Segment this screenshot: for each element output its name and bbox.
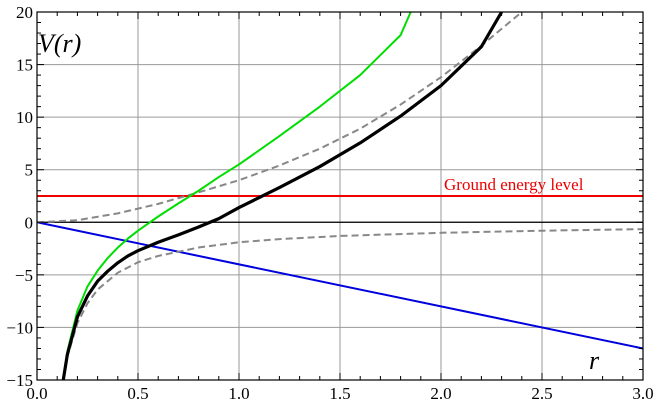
x-tick-label-4: 2.0	[430, 384, 451, 403]
y-tick-label-2: −5	[15, 266, 33, 285]
series-dashed-lower	[62, 228, 644, 381]
x-tick-label-0: 0.0	[26, 384, 47, 403]
y-tick-label-3: 0	[25, 213, 34, 232]
y-tick-label-1: −10	[6, 318, 33, 337]
x-tick-label-3: 1.5	[329, 384, 350, 403]
x-tick-label-5: 2.5	[531, 384, 552, 403]
x-tick-label-1: 0.5	[127, 384, 148, 403]
x-tick-label-2: 1.0	[228, 384, 249, 403]
y-tick-label-0: −15	[6, 371, 33, 390]
series-green	[62, 11, 412, 381]
x-axis-title: r	[589, 346, 600, 375]
x-tick-label-6: 3.0	[632, 384, 653, 403]
y-axis-title: V(r)	[38, 29, 81, 58]
tick-labels: 0.0 0.5 1.0 1.5 2.0 2.5 3.0 −15 −10 −5 0 5 10 15 20	[6, 3, 653, 403]
y-tick-label-6: 15	[16, 56, 33, 75]
series-total	[61, 11, 503, 381]
series-blue	[36, 221, 644, 350]
annotation-ground-energy-level: Ground energy level	[444, 175, 584, 194]
series-dashed-upper	[36, 11, 523, 224]
annotations: Ground energy level	[444, 175, 584, 194]
series-lines	[36, 11, 644, 381]
y-tick-label-5: 10	[16, 108, 33, 127]
y-tick-label-4: 5	[25, 161, 34, 180]
tick-marks	[36, 11, 644, 381]
y-tick-label-7: 20	[16, 3, 33, 22]
